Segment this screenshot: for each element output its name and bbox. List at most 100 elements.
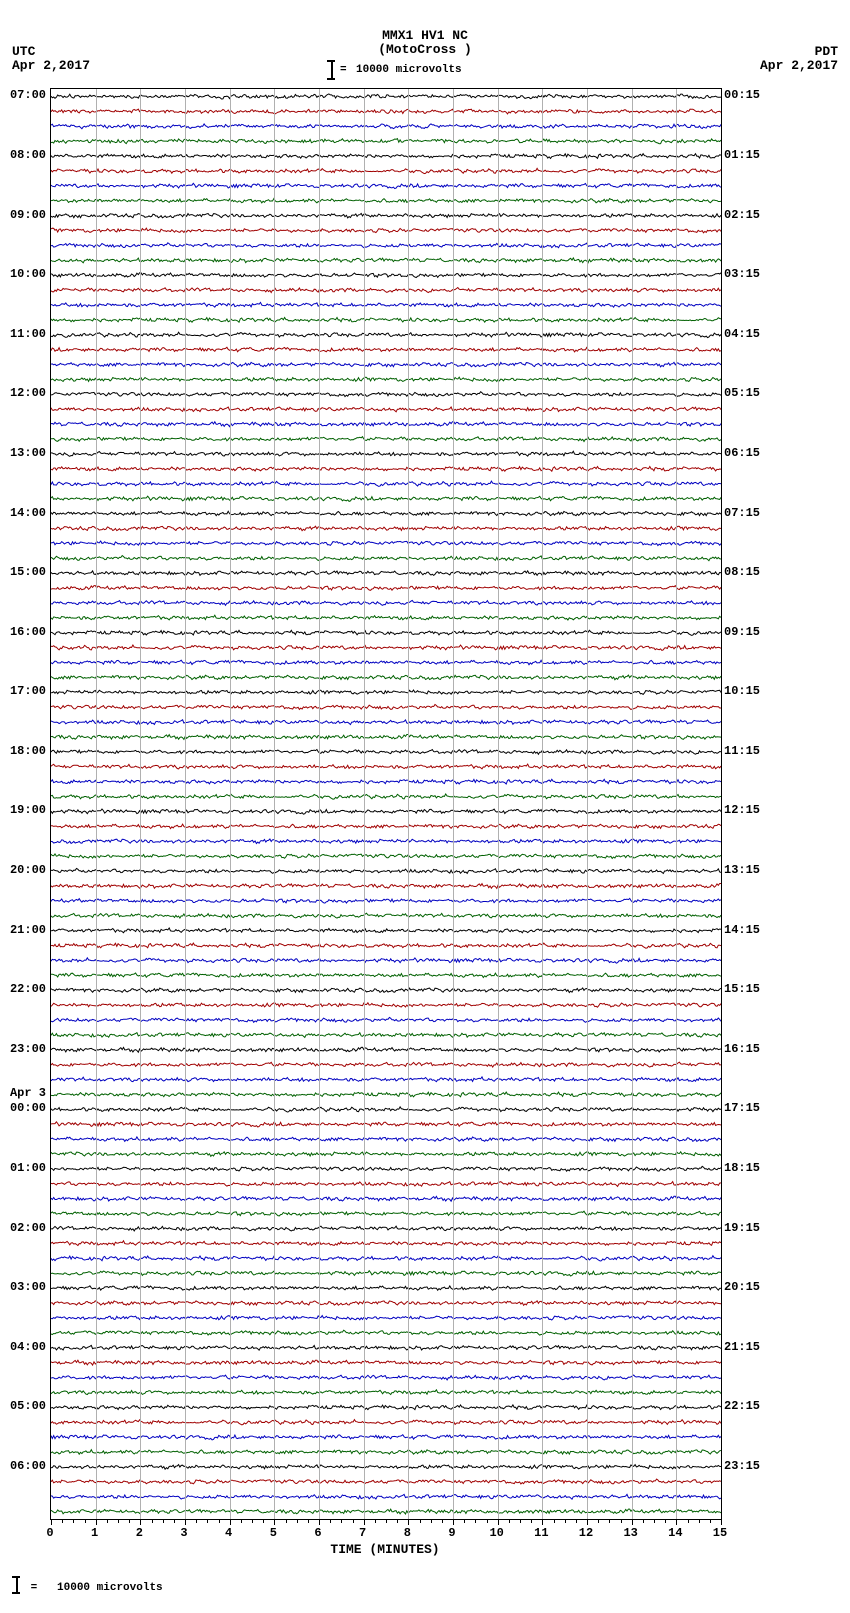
seismic-trace — [51, 898, 721, 903]
utc-hour-label: 18:00 — [10, 744, 46, 758]
seismic-trace — [51, 422, 721, 427]
utc-hour-label: 13:00 — [10, 446, 46, 460]
x-minor-tick — [576, 1519, 577, 1523]
seismic-trace — [51, 988, 721, 993]
gridline — [185, 89, 186, 1519]
x-minor-tick — [442, 1519, 443, 1523]
x-minor-tick — [341, 1519, 342, 1523]
x-tick — [364, 1519, 365, 1525]
seismic-trace — [51, 1405, 721, 1410]
pdt-hour-label: 21:15 — [724, 1340, 760, 1354]
x-tick-label: 4 — [225, 1526, 232, 1540]
x-tick-label: 12 — [579, 1526, 593, 1540]
gridline — [230, 89, 231, 1519]
seismic-trace — [51, 332, 721, 337]
seismic-trace — [51, 958, 721, 963]
x-minor-tick — [654, 1519, 655, 1523]
pdt-hour-label: 04:15 — [724, 327, 760, 341]
x-minor-tick — [710, 1519, 711, 1523]
x-minor-tick — [554, 1519, 555, 1523]
seismic-trace — [51, 1330, 721, 1335]
x-tick-label: 10 — [489, 1526, 503, 1540]
utc-hour-label: 06:00 — [10, 1459, 46, 1473]
pdt-hour-label: 06:15 — [724, 446, 760, 460]
seismic-trace — [51, 1494, 721, 1499]
x-minor-tick — [665, 1519, 666, 1523]
seismic-trace — [51, 288, 721, 293]
x-minor-tick — [353, 1519, 354, 1523]
seismic-trace — [51, 1390, 721, 1395]
pdt-hour-label: 00:15 — [724, 88, 760, 102]
pdt-hour-label: 23:15 — [724, 1459, 760, 1473]
x-tick-label: 11 — [534, 1526, 548, 1540]
x-minor-tick — [565, 1519, 566, 1523]
seismic-trace — [51, 1465, 721, 1470]
utc-hour-label: 08:00 — [10, 148, 46, 162]
seismic-trace — [51, 362, 721, 367]
x-minor-tick — [431, 1519, 432, 1523]
seismic-trace — [51, 675, 721, 680]
seismic-trace — [51, 779, 721, 784]
pdt-hour-label: 02:15 — [724, 208, 760, 222]
utc-hour-label: 10:00 — [10, 267, 46, 281]
x-minor-tick — [219, 1519, 220, 1523]
gridline — [364, 89, 365, 1519]
pdt-hour-label: 03:15 — [724, 267, 760, 281]
x-minor-tick — [375, 1519, 376, 1523]
utc-hour-label: 12:00 — [10, 386, 46, 400]
seismic-trace — [51, 1062, 721, 1067]
gridline — [676, 89, 677, 1519]
seismic-trace — [51, 1033, 721, 1038]
seismic-trace — [51, 1286, 721, 1291]
x-minor-tick — [308, 1519, 309, 1523]
x-tick-label: 14 — [668, 1526, 682, 1540]
seismic-trace — [51, 168, 721, 173]
x-tick — [676, 1519, 677, 1525]
seismic-trace — [51, 481, 721, 486]
gridline — [140, 89, 141, 1519]
seismic-trace — [51, 884, 721, 889]
x-tick — [185, 1519, 186, 1525]
scale-eq: = — [340, 64, 347, 76]
seismic-trace — [51, 839, 721, 844]
pdt-hour-label: 17:15 — [724, 1101, 760, 1115]
x-minor-tick — [598, 1519, 599, 1523]
seismic-trace — [51, 139, 721, 144]
pdt-hour-label: 22:15 — [724, 1399, 760, 1413]
traces-svg — [51, 89, 721, 1519]
seismic-trace — [51, 1509, 721, 1514]
seismic-trace — [51, 1345, 721, 1350]
x-minor-tick — [73, 1519, 74, 1523]
seismic-trace — [51, 571, 721, 576]
x-tick — [96, 1519, 97, 1525]
seismic-trace — [51, 258, 721, 263]
right-tz: PDT — [815, 44, 838, 59]
x-minor-tick — [397, 1519, 398, 1523]
x-tick — [408, 1519, 409, 1525]
seismic-trace — [51, 199, 721, 203]
x-axis-title: TIME (MINUTES) — [330, 1542, 439, 1557]
utc-hour-label: 11:00 — [10, 327, 46, 341]
seismic-trace — [51, 1375, 721, 1380]
x-minor-tick — [531, 1519, 532, 1523]
pdt-hour-label: 12:15 — [724, 803, 760, 817]
seismic-trace — [51, 273, 721, 278]
utc-hour-label: 15:00 — [10, 565, 46, 579]
seismic-trace — [51, 451, 721, 456]
seismic-trace — [51, 1316, 721, 1320]
x-tick — [453, 1519, 454, 1525]
pdt-hour-label: 01:15 — [724, 148, 760, 162]
x-tick-label: 15 — [713, 1526, 727, 1540]
seismic-trace — [51, 943, 721, 948]
seismic-trace — [51, 183, 721, 188]
pdt-hour-label: 20:15 — [724, 1280, 760, 1294]
seismic-trace — [51, 1479, 721, 1484]
gridline — [274, 89, 275, 1519]
seismic-trace — [51, 1241, 721, 1246]
seismic-trace — [51, 794, 721, 799]
x-minor-tick — [196, 1519, 197, 1523]
seismic-trace — [51, 1420, 721, 1425]
seismic-trace — [51, 347, 721, 352]
seismic-trace — [51, 496, 721, 501]
x-minor-tick — [163, 1519, 164, 1523]
